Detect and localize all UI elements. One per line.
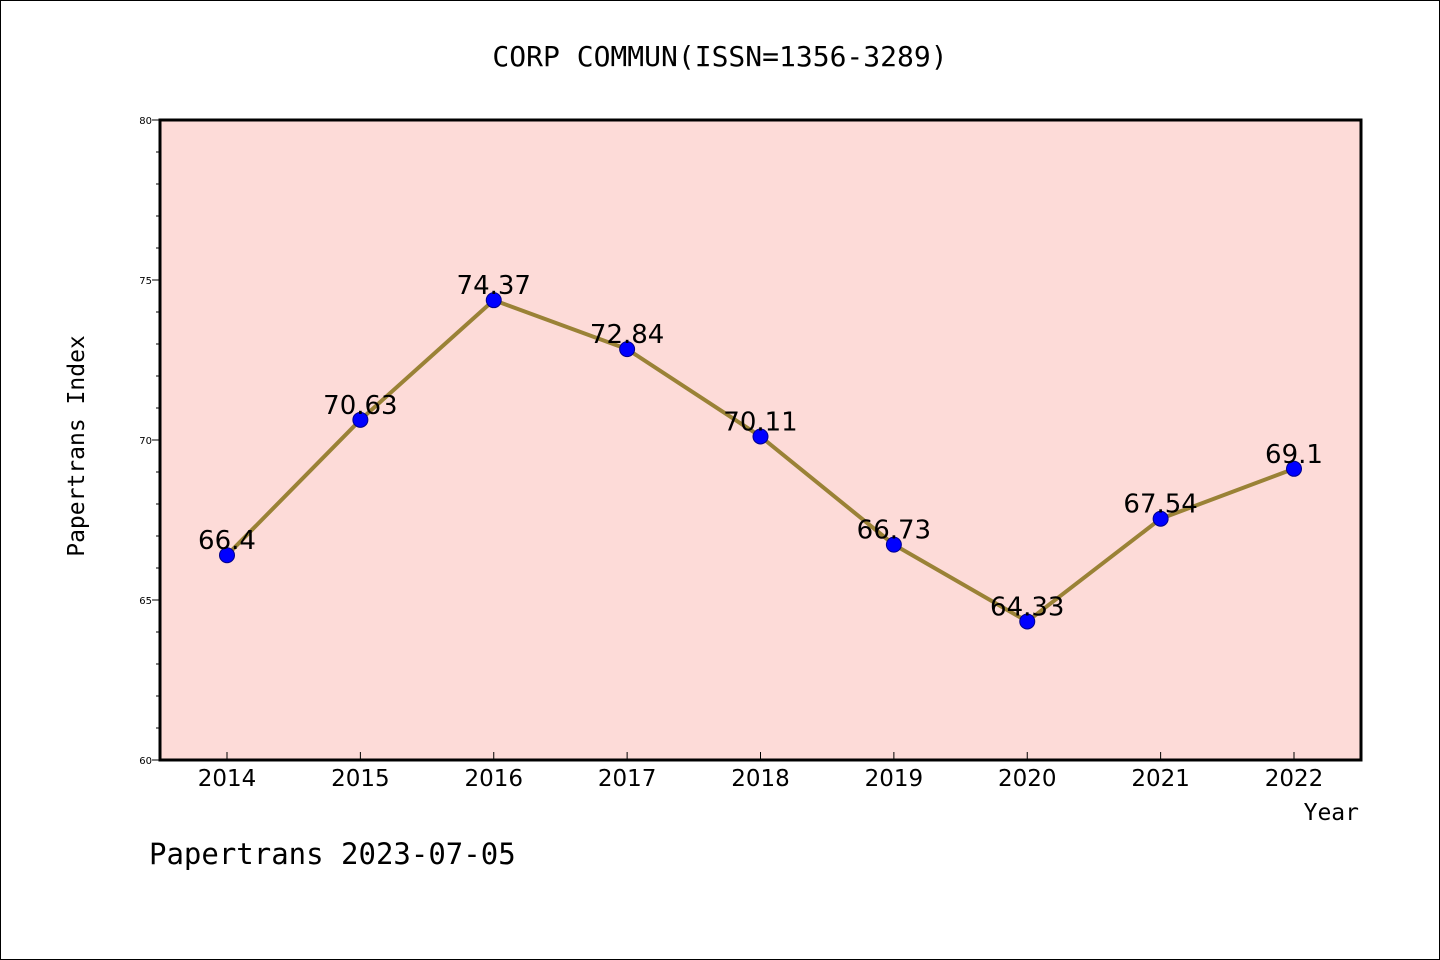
x-axis-title: Year	[1304, 800, 1359, 826]
y-tick-label: 80	[139, 116, 152, 127]
data-label: 70.11	[723, 407, 797, 437]
series-layer: 66.4 70.63 74.37 72.84 70.11 66.73 64.33 67.54 6…	[198, 271, 1323, 630]
x-tick-label: 2022	[1265, 766, 1324, 792]
data-point	[619, 341, 636, 358]
x-tick-label: 2020	[998, 766, 1057, 792]
y-axis-title: Papertrans Index	[64, 335, 90, 557]
data-label: 74.37	[457, 271, 531, 301]
data-point	[885, 536, 902, 553]
chart-title: CORP COMMUN(ISSN=1356-3289)	[492, 40, 947, 73]
data-label: 66.4	[198, 526, 256, 556]
y-axis-ticks: 60 65 70 75 80	[139, 116, 160, 767]
x-tick-label: 2016	[464, 766, 523, 792]
x-tick-label: 2015	[331, 766, 390, 792]
x-tick-label: 2021	[1131, 766, 1190, 792]
x-axis-ticks: 2014 2015 2016 2017 2018 2019 2020 2021 2022	[198, 752, 1324, 792]
x-tick-label: 2019	[865, 766, 924, 792]
plot-border	[158, 118, 1363, 762]
x-tick-label: 2018	[731, 766, 790, 792]
data-label: 64.33	[990, 592, 1064, 622]
data-point	[1019, 613, 1036, 630]
data-point	[1286, 460, 1302, 477]
data-label: 69.1	[1265, 440, 1323, 470]
y-tick-label: 60	[139, 756, 152, 767]
footer-text: Papertrans 2023-07-05	[149, 837, 516, 871]
data-label: 67.54	[1123, 490, 1197, 520]
y-tick-label: 70	[139, 436, 152, 447]
data-point	[752, 428, 769, 445]
data-label: 70.63	[323, 391, 397, 421]
x-tick-label: 2017	[598, 766, 657, 792]
data-point	[1152, 510, 1169, 527]
y-tick-label: 65	[139, 596, 152, 607]
data-label: 72.84	[590, 320, 664, 350]
data-point	[219, 547, 235, 564]
y-tick-label: 75	[139, 276, 152, 287]
data-point	[485, 292, 502, 309]
data-point	[352, 411, 369, 428]
x-tick-label: 2014	[198, 766, 257, 792]
data-label: 66.73	[857, 516, 931, 546]
